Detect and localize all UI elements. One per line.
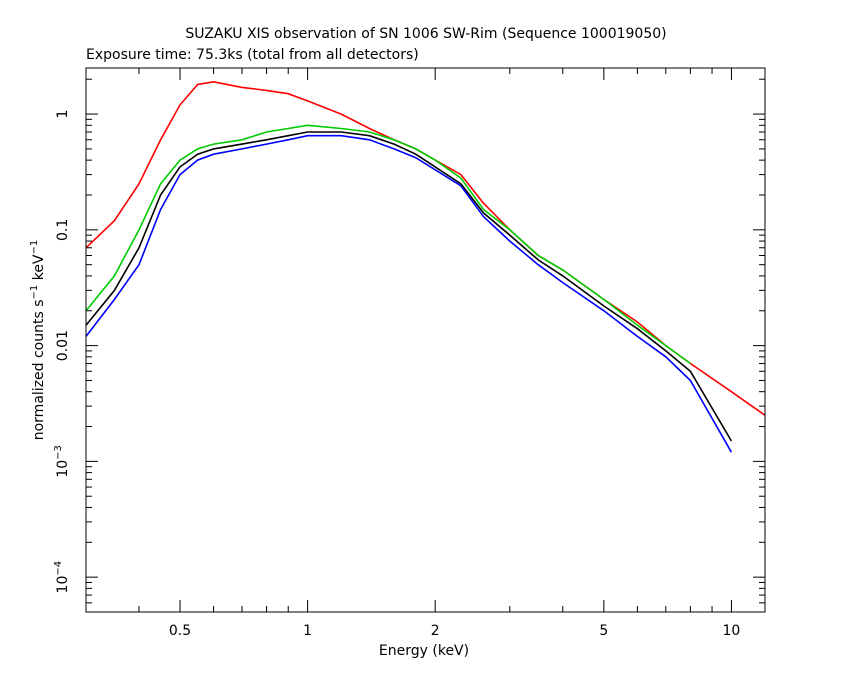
series-layer xyxy=(85,80,766,453)
y-axis: 1 0.1 0.01 10−3 10−4 xyxy=(53,78,765,613)
x-tick-label: 2 xyxy=(431,623,440,639)
chart-title: SUZAKU XIS observation of SN 1006 SW-Rim… xyxy=(185,26,666,42)
chart-subtitle: Exposure time: 75.3ks (total from all de… xyxy=(86,47,419,63)
series-0-line xyxy=(85,80,766,416)
y-tick-label: 10−4 xyxy=(53,561,71,594)
x-axis-label: Energy (keV) xyxy=(379,643,469,659)
plot-frame xyxy=(85,67,766,613)
y-tick-label: 1 xyxy=(55,110,71,119)
x-tick-label: 1 xyxy=(303,623,312,639)
y-tick-label: 0.1 xyxy=(55,219,71,241)
x-tick-label: 10 xyxy=(723,623,741,639)
y-tick-label: 10−3 xyxy=(53,445,71,478)
x-tick-label: 5 xyxy=(599,623,608,639)
y-axis-label-mid: keV xyxy=(31,254,47,285)
series-2-line xyxy=(85,124,691,365)
y-axis-label: normalized counts s−1 keV−1 xyxy=(29,240,47,441)
x-axis: 0.5 1 2 5 10 xyxy=(85,68,741,639)
y-axis-label-pre: normalized counts s xyxy=(31,299,47,440)
series-1-line xyxy=(85,131,733,442)
y-tick-label: 0.01 xyxy=(55,330,71,361)
series-3-line xyxy=(85,134,733,453)
y-axis-label-sup2: −1 xyxy=(29,240,40,255)
x-tick-label: 0.5 xyxy=(169,623,191,639)
y-axis-label-sup1: −1 xyxy=(29,285,40,300)
